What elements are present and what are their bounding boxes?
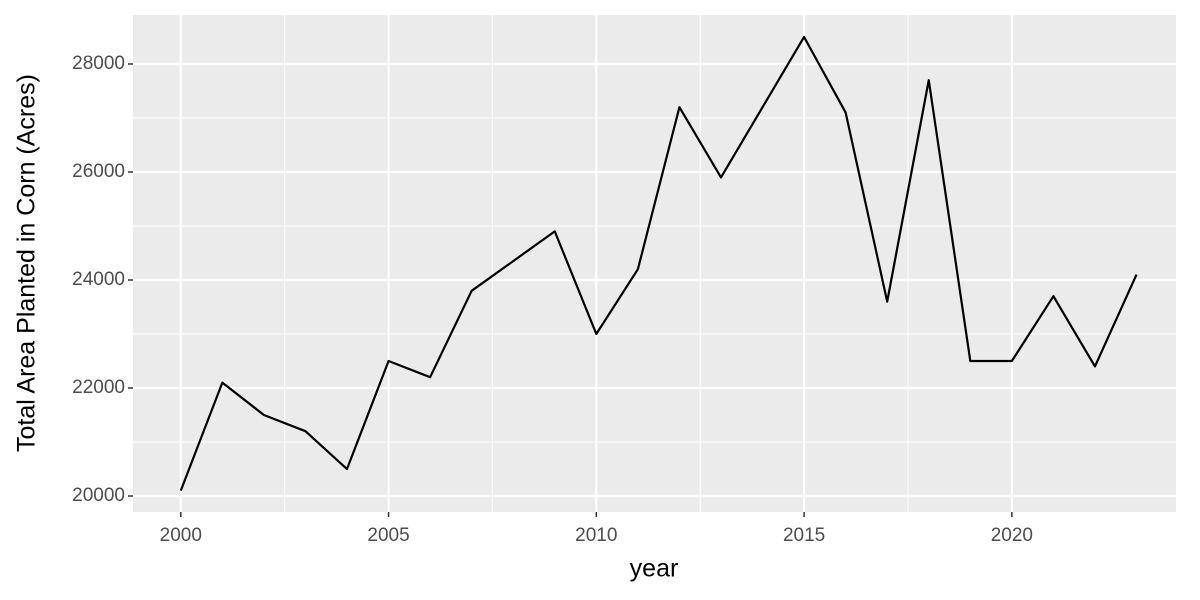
y-axis-title: Total Area Planted in Corn (Acres) — [13, 74, 41, 452]
y-tick-label: 28000 — [72, 53, 125, 74]
panel-background — [133, 15, 1176, 512]
y-tick-label: 22000 — [72, 377, 125, 398]
marks — [179, 35, 1138, 492]
grid — [133, 15, 1176, 512]
x-tick-label: 2020 — [991, 525, 1033, 546]
x-tick-label: 2000 — [160, 525, 202, 546]
y-tick-label: 20000 — [72, 485, 125, 506]
x-tick-label: 2010 — [575, 525, 617, 546]
y-tick-label: 26000 — [72, 161, 125, 182]
data-line — [179, 35, 1138, 492]
y-tick-label: 24000 — [72, 269, 125, 290]
x-axis-title: year — [630, 555, 679, 583]
x-tick-label: 2015 — [783, 525, 825, 546]
x-tick-label: 2005 — [367, 525, 409, 546]
